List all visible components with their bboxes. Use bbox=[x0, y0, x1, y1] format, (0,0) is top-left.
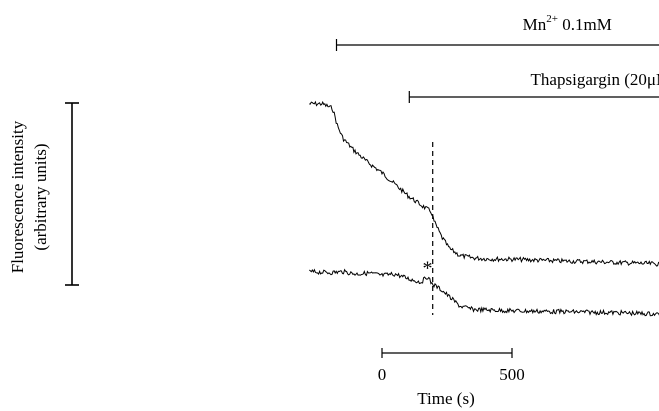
mn-label-main: Mn bbox=[523, 15, 547, 34]
mn-label: Mn2+ 0.1mM bbox=[523, 13, 612, 34]
y-axis-label-line2: (arbitrary units) bbox=[31, 143, 50, 250]
thapsigargin-label: Thapsigargin (20μM) bbox=[531, 70, 659, 89]
time-scale-label-start: 0 bbox=[378, 365, 387, 384]
treatment-thapsigargin: Thapsigargin (20μM) bbox=[408, 70, 659, 103]
time-scale-label-end: 500 bbox=[499, 365, 525, 384]
asterisk-marker: * bbox=[423, 257, 433, 279]
time-scale-bar: 0 500 bbox=[378, 348, 525, 384]
y-axis-label-line1: Fluorescence intensity bbox=[8, 120, 27, 273]
y-scale-bar bbox=[65, 102, 79, 286]
mn-label-sup: 2+ bbox=[546, 13, 558, 25]
treatment-mn: Mn2+ 0.1mM bbox=[335, 13, 659, 51]
mn-label-rest: 0.1mM bbox=[558, 15, 612, 34]
series-340nm-trace bbox=[308, 268, 659, 317]
series-360nm-trace bbox=[309, 100, 659, 267]
x-axis-label: Time (s) bbox=[417, 389, 474, 408]
